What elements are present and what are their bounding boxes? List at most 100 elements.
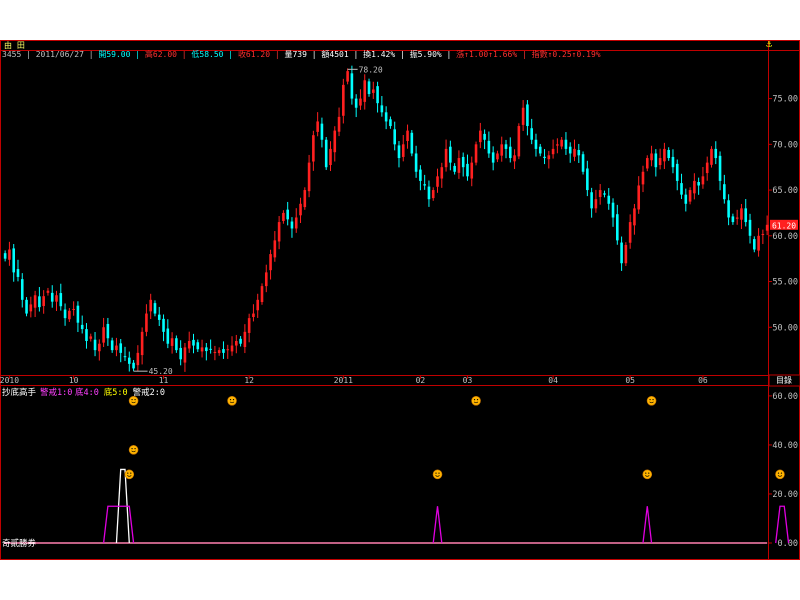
candle-body: [162, 318, 165, 332]
candle-body: [517, 126, 521, 157]
smiley-eye: [130, 472, 132, 474]
candle-body: [633, 208, 636, 226]
smiley-icon: [227, 396, 237, 406]
candle-body: [316, 121, 319, 132]
candle-body: [85, 329, 88, 341]
candle-body: [684, 194, 688, 204]
candle-body: [264, 272, 268, 287]
indicator-legend: 警戒2:0: [133, 387, 165, 398]
smiley-icon: [124, 469, 135, 480]
candle-body: [380, 105, 384, 113]
candle-body: [303, 190, 307, 208]
candle-body: [294, 217, 298, 229]
candle-body: [748, 219, 752, 236]
candle-body: [8, 249, 11, 260]
smiley-icon: [775, 469, 785, 480]
candle-body: [504, 144, 508, 149]
candle-body: [286, 209, 289, 220]
candle-body: [175, 338, 178, 351]
candle-body: [521, 107, 525, 125]
candle-body: [337, 116, 341, 132]
smiley-face: [471, 396, 481, 406]
candle-body: [496, 153, 499, 160]
candle-body: [55, 295, 58, 302]
smiley-icon: [128, 396, 139, 406]
smiley-mouth: [131, 450, 136, 453]
candle-body: [607, 195, 611, 204]
candle-body: [654, 153, 658, 168]
quote-field: 2011/06/27 |: [35, 50, 99, 59]
smiley-eye: [131, 448, 133, 450]
candle-body: [551, 148, 555, 155]
candle-body: [487, 140, 491, 154]
price-tick-label: 60.00: [772, 232, 798, 242]
anchor-icon[interactable]: ⚓: [766, 39, 773, 50]
candle-body: [12, 248, 16, 273]
candle-body: [466, 163, 469, 177]
candle-body: [560, 139, 563, 147]
price-annotations: 78.20 45.20 61.20: [133, 65, 798, 376]
smiley-icon: [646, 396, 657, 406]
candle-body: [427, 186, 431, 200]
smiley-eye: [652, 399, 654, 401]
smiley-mouth: [645, 475, 650, 477]
candle-body: [530, 128, 533, 140]
indicator-series-line: [432, 506, 443, 544]
smiley-eye: [229, 399, 232, 401]
candle-body: [663, 148, 666, 162]
smiley-eye: [435, 472, 437, 474]
candle-body: [577, 149, 581, 156]
indicator-footer-label: 奇貳勝券: [2, 538, 37, 549]
candle-body: [123, 356, 127, 358]
candle-body: [650, 153, 653, 161]
candle-body: [752, 239, 756, 250]
candle-body: [179, 347, 182, 360]
candle-body: [346, 71, 349, 82]
candle-body: [187, 340, 191, 349]
candle-body: [564, 139, 568, 149]
candle-body: [491, 152, 495, 163]
min-price-label: 45.20: [149, 367, 173, 376]
indicator-tick-label: 60.00: [772, 392, 798, 402]
quote-field: 低58.50 |: [191, 50, 238, 59]
candle-body: [89, 336, 93, 339]
candle-body: [98, 343, 101, 352]
candle-body: [431, 190, 435, 199]
max-price-label: 78.20: [359, 65, 383, 74]
candle-body: [222, 349, 225, 353]
candle-body: [410, 132, 414, 154]
candle-body: [239, 338, 242, 344]
candle-body: [46, 290, 50, 293]
smiley-eye: [131, 399, 133, 401]
candle-body: [731, 216, 735, 223]
candle-body: [312, 135, 315, 162]
candle-body: [444, 148, 448, 168]
candle-body: [205, 347, 208, 352]
smiley-icon: [471, 396, 481, 406]
smiley-eye: [134, 448, 136, 450]
time-tick-label: 02: [416, 376, 426, 385]
candle-body: [641, 171, 645, 185]
smiley-eye: [476, 399, 479, 401]
candle-body: [586, 168, 589, 191]
quote-field: 振5.90% |: [409, 50, 457, 59]
candle-body: [200, 347, 204, 352]
indicator-tick-label: 20.00: [772, 490, 798, 500]
candle-body: [474, 144, 478, 163]
candle-body: [718, 155, 722, 181]
candle-body: [277, 222, 281, 242]
smiley-face: [128, 445, 139, 455]
smiley-face: [646, 396, 657, 406]
candle-body: [581, 154, 585, 172]
candle-body: [196, 342, 200, 350]
candle-body: [226, 349, 230, 351]
candle-body: [149, 299, 152, 312]
candle-body: [470, 162, 474, 179]
candle-body: [247, 318, 251, 333]
smiley-eye: [438, 472, 440, 474]
candle-body: [449, 146, 452, 163]
price-tick-label: 55.00: [772, 278, 798, 288]
price-tick-label: 75.00: [772, 95, 798, 105]
time-tick-label: 12: [244, 376, 254, 385]
stock-chart: 50.00 55.00 60.00 65.00 70.00 75.00 78.20 45.2…: [0, 40, 800, 560]
